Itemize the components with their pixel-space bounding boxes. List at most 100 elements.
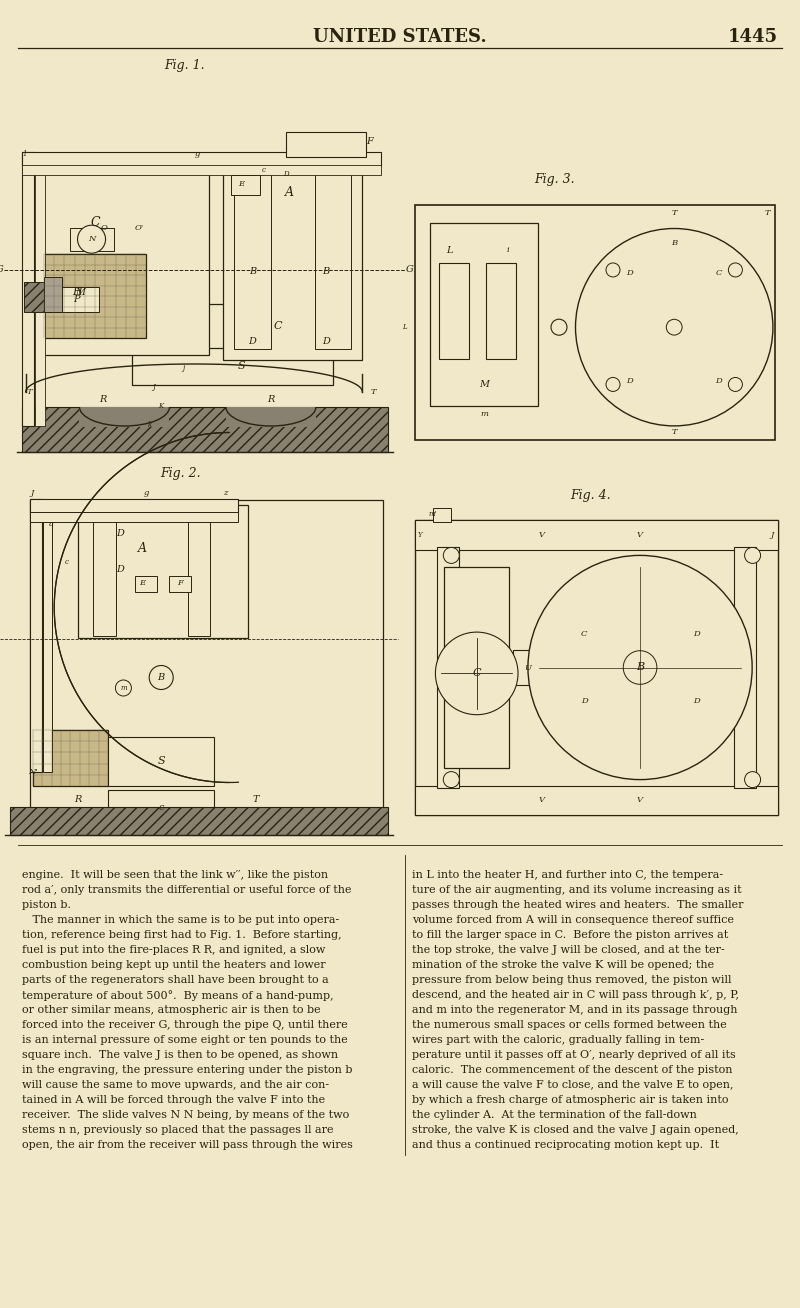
Text: will cause the same to move upwards, and the air con-: will cause the same to move upwards, and…: [22, 1080, 329, 1090]
Text: B: B: [322, 268, 330, 276]
Circle shape: [666, 319, 682, 335]
Text: D: D: [116, 565, 123, 573]
Bar: [286, 132, 366, 157]
Text: S: S: [238, 361, 246, 371]
Circle shape: [606, 378, 620, 391]
Text: S: S: [158, 756, 165, 766]
Text: Fig. 1.: Fig. 1.: [165, 59, 206, 72]
Text: T: T: [26, 388, 32, 396]
Text: or other similar means, atmospheric air is then to be: or other similar means, atmospheric air …: [22, 1005, 321, 1015]
Circle shape: [623, 650, 657, 684]
Bar: [30, 511, 238, 522]
Bar: [70, 228, 114, 251]
Text: k: k: [148, 421, 152, 429]
Bar: [315, 167, 351, 349]
Bar: [10, 807, 388, 835]
Text: c: c: [65, 559, 69, 566]
Text: m: m: [120, 684, 126, 692]
Text: N': N': [28, 768, 38, 776]
Bar: [55, 286, 99, 313]
Text: g: g: [143, 489, 149, 497]
Bar: [430, 222, 538, 407]
Text: H: H: [72, 286, 82, 297]
Text: E: E: [238, 181, 245, 188]
Circle shape: [150, 666, 174, 689]
Text: D: D: [116, 530, 123, 539]
Text: stems n n, previously so placed that the passages ll are: stems n n, previously so placed that the…: [22, 1125, 334, 1135]
Text: U: U: [524, 663, 531, 671]
Bar: [230, 175, 260, 195]
Text: temperature of about 500°.  By means of a hand-pump,: temperature of about 500°. By means of a…: [22, 990, 334, 1001]
Text: and m into the regenerator M, and in its passage through: and m into the regenerator M, and in its…: [412, 1005, 738, 1015]
Text: stroke, the valve K is closed and the valve J again opened,: stroke, the valve K is closed and the va…: [412, 1125, 738, 1135]
Text: Y: Y: [418, 531, 422, 539]
Circle shape: [745, 772, 761, 787]
Text: 1445: 1445: [728, 27, 778, 46]
Text: O': O': [134, 224, 144, 232]
Bar: [438, 263, 469, 358]
Text: J: J: [30, 489, 34, 497]
Text: V: V: [637, 531, 643, 539]
Text: the numerous small spaces or cells formed between the: the numerous small spaces or cells forme…: [412, 1020, 726, 1029]
Text: D: D: [249, 337, 257, 347]
Text: T: T: [253, 795, 259, 804]
Text: g: g: [195, 150, 200, 158]
Text: descend, and the heated air in C will pass through k′, p, P,: descend, and the heated air in C will pa…: [412, 990, 739, 1001]
Text: passes through the heated wires and heaters.  The smaller: passes through the heated wires and heat…: [412, 900, 743, 910]
Text: F: F: [366, 137, 373, 146]
Bar: [22, 152, 381, 166]
Bar: [223, 162, 362, 360]
Text: engine.  It will be seen that the link w′′, like the piston: engine. It will be seen that the link w′…: [22, 870, 328, 880]
Text: mination of the stroke the valve K will be opened; the: mination of the stroke the valve K will …: [412, 960, 714, 971]
Text: T: T: [671, 209, 677, 217]
Text: in L into the heater H, and further into C, the tempera-: in L into the heater H, and further into…: [412, 870, 723, 880]
Bar: [486, 263, 517, 358]
Text: C: C: [274, 320, 282, 331]
Text: N: N: [88, 235, 95, 243]
Text: P: P: [74, 296, 80, 305]
Text: j: j: [182, 365, 184, 373]
Text: V: V: [539, 531, 545, 539]
Circle shape: [728, 263, 742, 277]
Text: to fill the larger space in C.  Before the piston arrives at: to fill the larger space in C. Before th…: [412, 930, 728, 940]
Bar: [134, 576, 158, 593]
Circle shape: [606, 263, 620, 277]
Bar: [79, 407, 170, 426]
Text: rod a′, only transmits the differential or useful force of the: rod a′, only transmits the differential …: [22, 886, 351, 895]
Text: B: B: [158, 674, 165, 681]
Text: C: C: [581, 630, 587, 638]
Text: L: L: [446, 246, 453, 255]
Bar: [513, 650, 542, 685]
Text: L: L: [402, 323, 407, 331]
Bar: [30, 498, 42, 772]
Text: is an internal pressure of some eight or ten pounds to the: is an internal pressure of some eight or…: [22, 1035, 348, 1045]
Text: M: M: [479, 379, 489, 388]
Text: D: D: [715, 378, 722, 386]
Bar: [132, 347, 333, 385]
Circle shape: [443, 548, 459, 564]
Bar: [444, 568, 510, 768]
Text: R: R: [74, 795, 82, 804]
Text: F: F: [178, 579, 183, 587]
Circle shape: [728, 378, 742, 391]
Bar: [44, 277, 62, 313]
Text: B: B: [636, 662, 644, 672]
Bar: [437, 547, 458, 789]
Text: D: D: [581, 697, 587, 705]
Text: volume forced from A will in consequence thereof suffice: volume forced from A will in consequence…: [412, 916, 734, 925]
Text: R: R: [267, 395, 274, 404]
Text: D: D: [626, 269, 633, 277]
Text: V: V: [637, 797, 643, 804]
Text: c: c: [262, 166, 266, 174]
Bar: [30, 498, 238, 513]
Bar: [734, 547, 756, 789]
Bar: [226, 407, 316, 426]
Text: a: a: [49, 519, 54, 527]
Circle shape: [443, 772, 459, 787]
Text: Fig. 4.: Fig. 4.: [570, 488, 610, 501]
Text: forced into the receiver G, through the pipe Q, until there: forced into the receiver G, through the …: [22, 1020, 348, 1029]
Text: perature until it passes off at O′, nearly deprived of all its: perature until it passes off at O′, near…: [412, 1050, 736, 1059]
Text: c: c: [158, 803, 164, 811]
Text: m: m: [480, 411, 488, 419]
Bar: [234, 167, 271, 349]
